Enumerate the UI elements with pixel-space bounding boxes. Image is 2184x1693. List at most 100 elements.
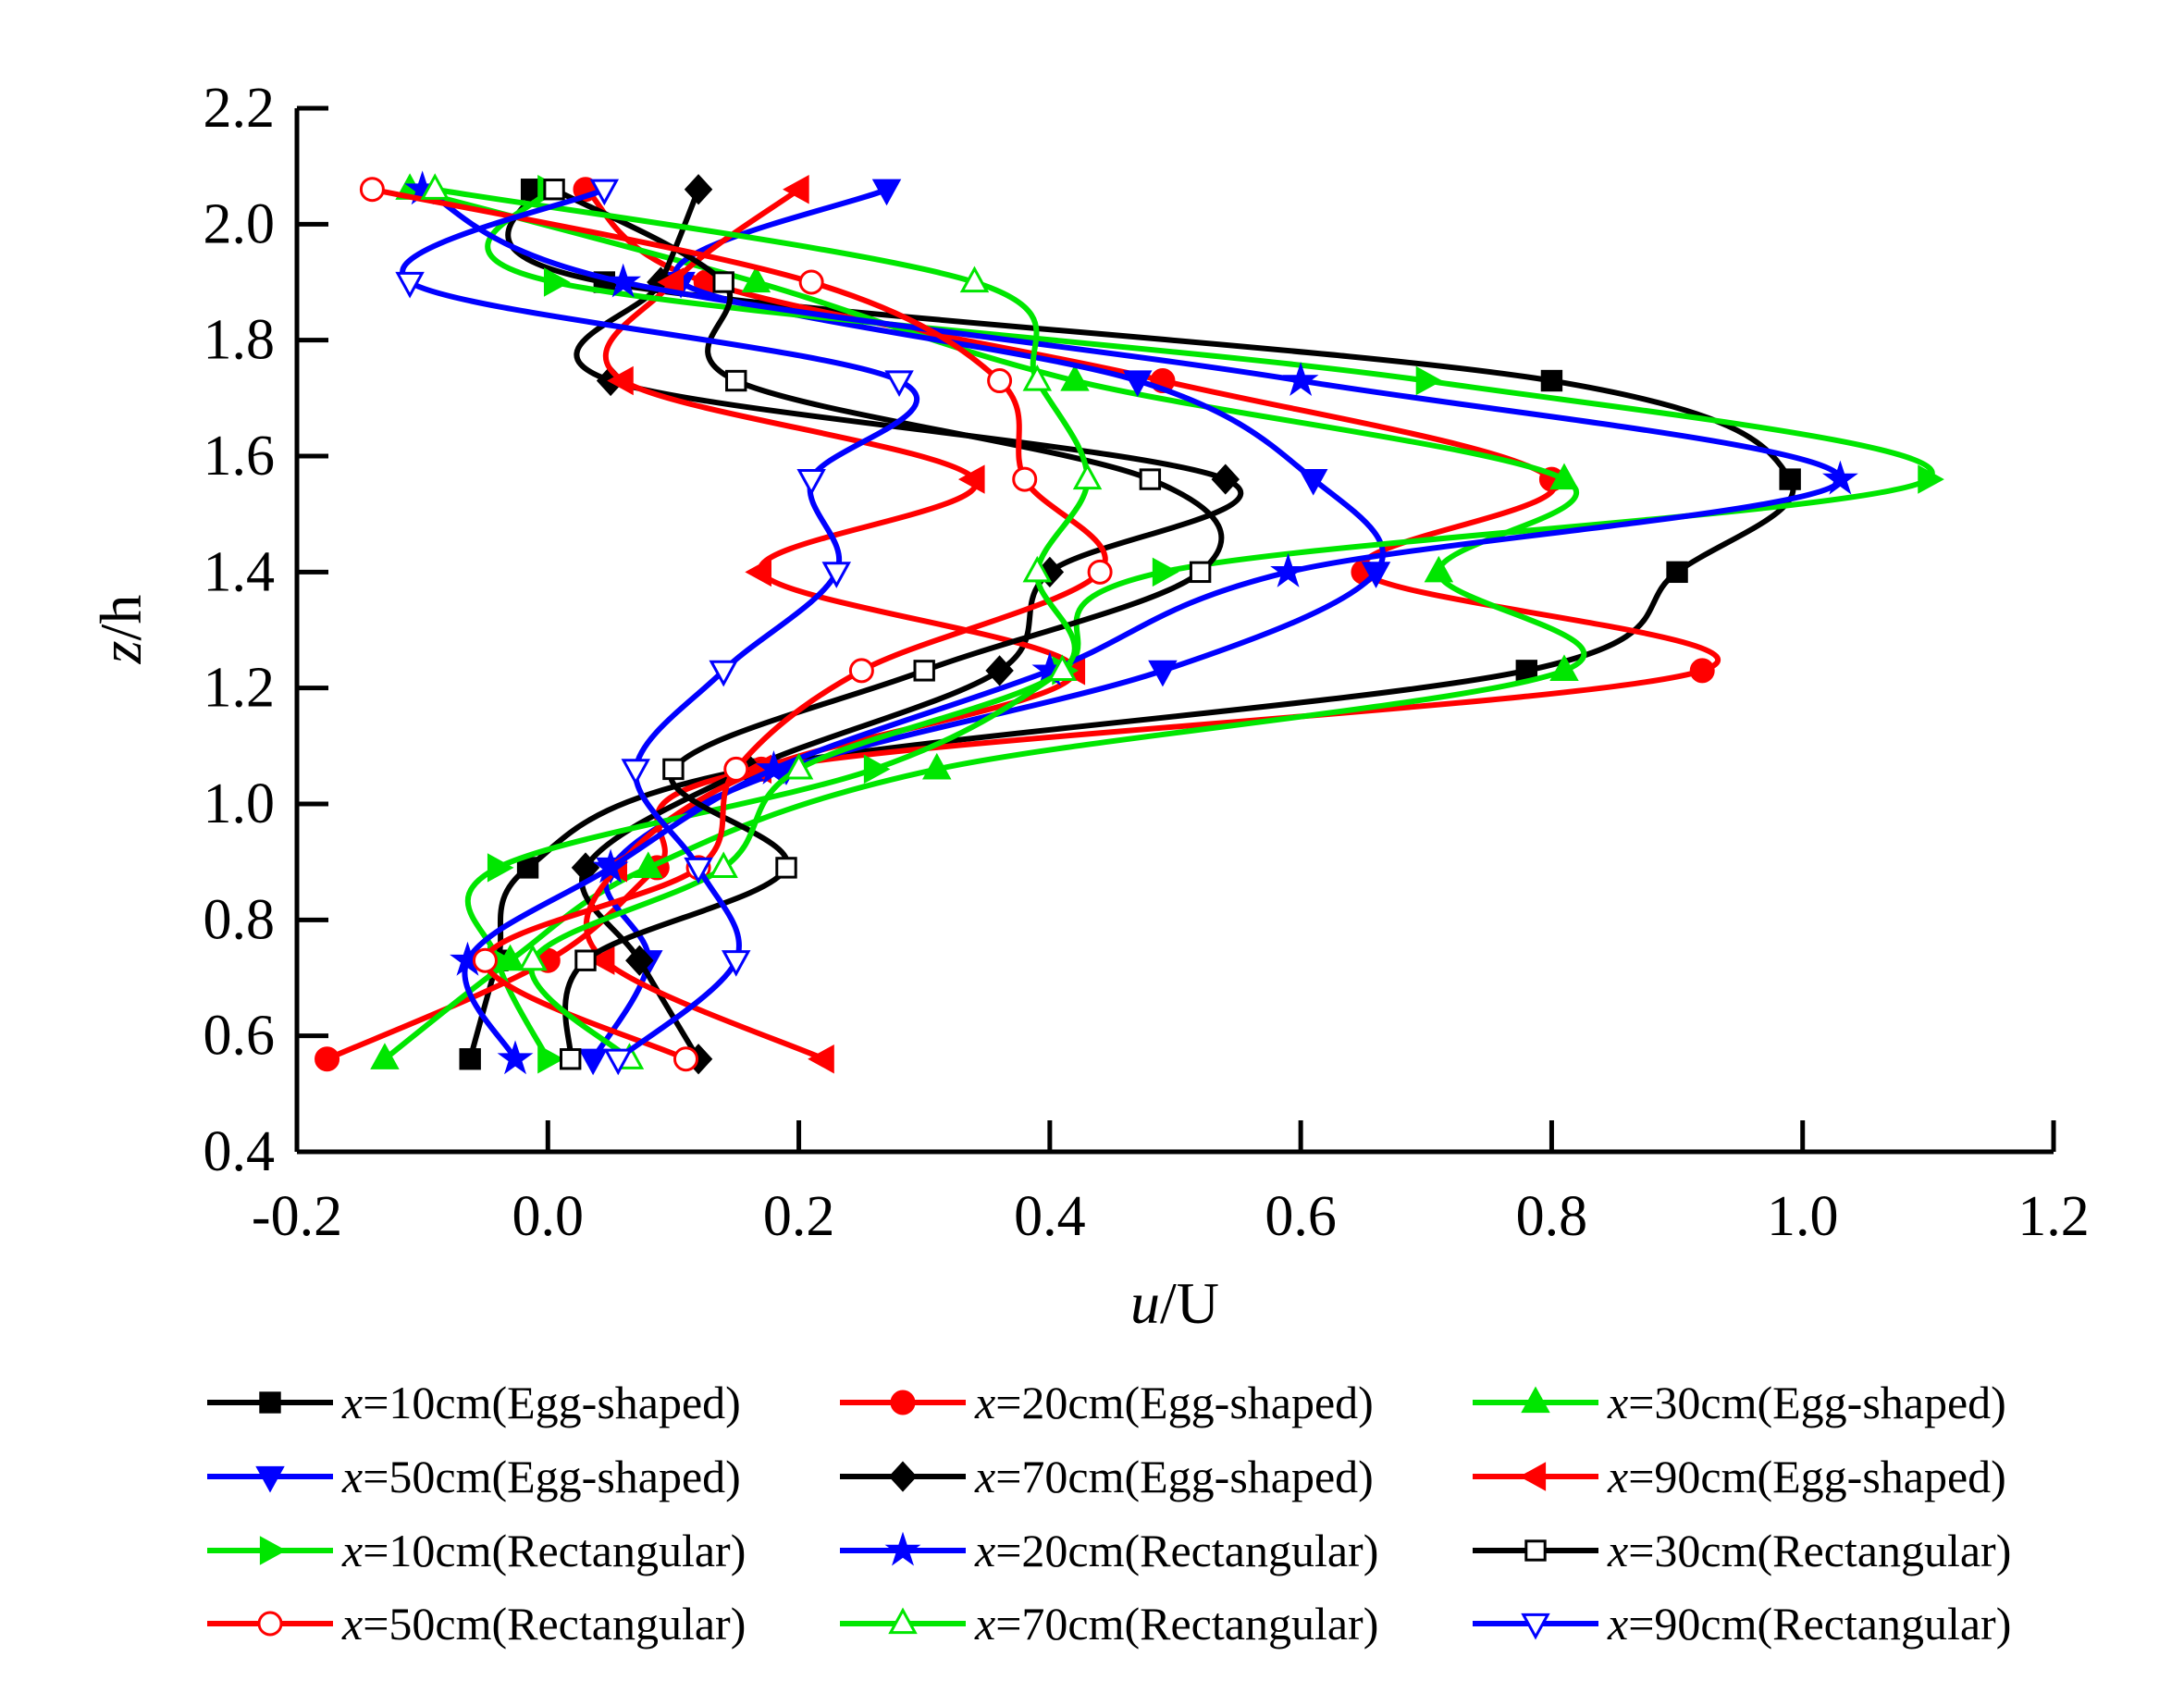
x-tick-label: 0.6 — [1265, 1185, 1337, 1248]
marker-star — [756, 749, 792, 785]
x-tick-label: 0.0 — [512, 1185, 585, 1248]
marker-circle — [472, 947, 498, 973]
marker-circle — [890, 1390, 916, 1415]
legend-item: x=30cm(Egg-shaped) — [1473, 1377, 2006, 1428]
x-tick-label: 0.4 — [1014, 1185, 1086, 1248]
legend-label: x=10cm(Rectangular) — [341, 1525, 746, 1576]
series-11 — [420, 173, 1103, 1069]
marker-triangle-up — [888, 1607, 918, 1635]
marker-triangle-right — [537, 1044, 564, 1074]
marker-square — [725, 369, 747, 392]
legend-label: x=20cm(Egg-shaped) — [974, 1377, 1374, 1428]
y-tick-label: 2.2 — [204, 77, 276, 140]
marker-square — [516, 857, 539, 879]
marker-star — [1821, 460, 1858, 495]
legend-item: x=50cm(Rectangular) — [207, 1598, 746, 1650]
marker-star — [497, 1040, 534, 1075]
marker-triangle-down — [722, 950, 751, 977]
series-line — [552, 187, 1225, 1060]
legend-label: x=20cm(Rectangular) — [974, 1525, 1378, 1576]
marker-triangle-left — [657, 267, 685, 297]
marker-triangle-down — [821, 562, 852, 588]
marker-triangle-up — [1022, 365, 1053, 391]
marker-circle — [315, 1046, 340, 1072]
marker-diamond — [985, 655, 1014, 686]
y-tick-label: 1.8 — [204, 309, 276, 372]
marker-circle — [1087, 559, 1113, 585]
marker-star — [592, 848, 629, 884]
marker-square — [913, 660, 935, 682]
x-tick-label: -0.2 — [252, 1185, 342, 1248]
legend-label: x=70cm(Rectangular) — [974, 1598, 1378, 1650]
legend: x=10cm(Egg-shaped) x=20cm(Egg-shaped) x=30… — [207, 1377, 2011, 1650]
marker-triangle-left — [587, 945, 615, 975]
marker-square — [1540, 369, 1563, 392]
marker-circle — [672, 1046, 698, 1072]
marker-circle — [1689, 658, 1715, 684]
marker-diamond — [625, 945, 654, 976]
series-group — [315, 170, 1944, 1076]
marker-circle — [359, 177, 385, 203]
marker-triangle-left — [808, 1044, 834, 1074]
marker-circle — [987, 368, 1013, 394]
marker-star — [884, 1531, 921, 1566]
marker-triangle-right — [1152, 557, 1179, 587]
marker-circle — [257, 1611, 283, 1637]
marker-square — [459, 1048, 481, 1070]
legend-label: x=30cm(Egg-shaped) — [1607, 1377, 2006, 1428]
marker-square — [560, 1048, 582, 1070]
marker-triangle-up — [1072, 463, 1103, 490]
legend-item: x=90cm(Egg-shaped) — [1473, 1451, 2006, 1502]
marker-triangle-up — [1022, 555, 1053, 583]
marker-square — [775, 857, 797, 879]
marker-triangle-up — [1549, 654, 1579, 681]
y-tick-label: 0.4 — [204, 1120, 276, 1183]
legend-item: x=20cm(Rectangular) — [840, 1525, 1378, 1576]
marker-triangle-right — [543, 267, 571, 297]
series-7 — [464, 174, 1944, 1074]
marker-triangle-down — [1521, 1613, 1550, 1640]
legend-label: x=90cm(Rectangular) — [1607, 1598, 2011, 1650]
marker-circle — [798, 269, 824, 295]
marker-triangle-down — [578, 1048, 608, 1076]
marker-triangle-up — [784, 752, 814, 780]
legend-label: x=10cm(Egg-shaped) — [341, 1377, 741, 1428]
marker-triangle-down — [395, 271, 425, 299]
marker-triangle-up — [741, 266, 771, 293]
marker-square — [1189, 561, 1212, 584]
legend-item: x=70cm(Rectangular) — [840, 1598, 1378, 1650]
marker-triangle-up — [959, 266, 990, 293]
marker-triangle-down — [621, 759, 650, 785]
legend-item: x=70cm(Egg-shaped) — [840, 1451, 1374, 1502]
marker-square — [662, 758, 685, 781]
marker-triangle-down — [1123, 370, 1153, 398]
marker-circle — [723, 756, 749, 782]
marker-triangle-down — [1361, 562, 1391, 588]
marker-triangle-up — [1047, 654, 1078, 681]
marker-triangle-down — [1148, 660, 1178, 687]
marker-diamond — [684, 174, 713, 205]
series-12 — [395, 179, 920, 1076]
y-tick-label: 1.0 — [204, 772, 276, 835]
legend-label: x=90cm(Egg-shaped) — [1607, 1451, 2006, 1502]
series-line — [400, 187, 920, 1062]
legend-item: x=10cm(Egg-shaped) — [207, 1377, 741, 1428]
y-tick-label: 0.6 — [204, 1005, 276, 1068]
marker-diamond — [888, 1461, 918, 1492]
marker-triangle-left — [745, 557, 771, 587]
marker-diamond — [1211, 463, 1240, 495]
legend-label: x=70cm(Egg-shaped) — [974, 1451, 1374, 1502]
x-tick-label: 1.2 — [2017, 1185, 2090, 1248]
x-axis-label: u/U — [1130, 1270, 1219, 1336]
marker-triangle-up — [922, 752, 952, 780]
legend-item: x=90cm(Rectangular) — [1473, 1598, 2011, 1650]
x-tick-label: 0.2 — [763, 1185, 835, 1248]
marker-triangle-right — [1415, 365, 1443, 396]
marker-triangle-left — [607, 365, 634, 396]
legend-item: x=30cm(Rectangular) — [1473, 1525, 2011, 1576]
marker-triangle-down — [796, 468, 826, 496]
y-tick-label: 1.2 — [204, 657, 276, 720]
legend-item: x=50cm(Egg-shaped) — [207, 1451, 741, 1502]
marker-triangle-down — [684, 857, 713, 884]
